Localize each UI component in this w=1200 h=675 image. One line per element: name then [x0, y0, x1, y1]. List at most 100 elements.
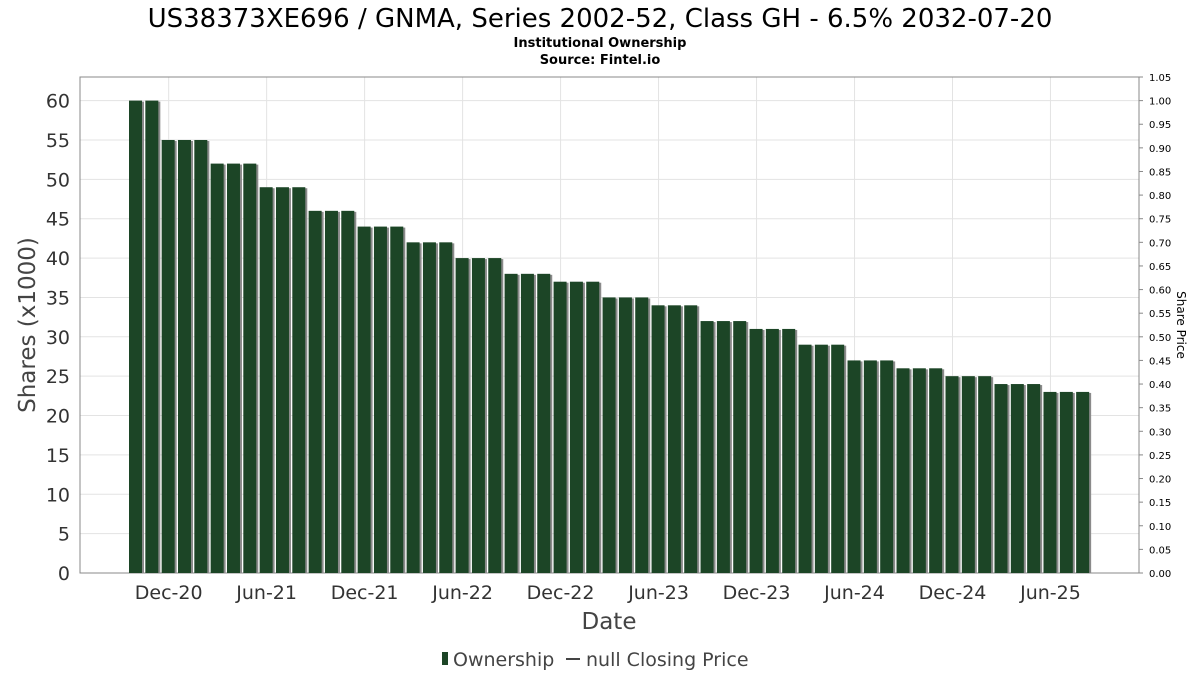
- ownership-bar: [471, 258, 485, 573]
- y2-tick-label: 0.85: [1149, 167, 1171, 178]
- x-tick-label: Jun-24: [823, 582, 885, 604]
- y2-tick-label: 0.45: [1149, 356, 1171, 367]
- y-axis-ticks: 0 5 10 15 20 25 30 35 40 45 50 55 60: [46, 91, 70, 585]
- y2-tick-label: 0.95: [1149, 120, 1171, 131]
- ownership-bar: [586, 281, 600, 573]
- y-tick-label: 10: [46, 484, 70, 506]
- x-axis-ticks: Dec-20 Jun-21 Dec-21 Jun-22 Dec-22 Jun-23 Dec-…: [135, 582, 1081, 604]
- y2-tick-label: 0.90: [1149, 144, 1171, 155]
- y2-tick-label: 0.65: [1149, 262, 1171, 273]
- y2-tick-label: 0.10: [1149, 522, 1171, 533]
- ownership-bar: [145, 100, 159, 573]
- ownership-bar: [210, 163, 224, 573]
- y-tick-label: 30: [46, 327, 70, 349]
- ownership-bar: [292, 187, 306, 573]
- ownership-bar: [324, 210, 338, 574]
- y2-tick-label: 0.05: [1149, 545, 1171, 556]
- y-axis-label: Shares (x1000): [15, 237, 41, 413]
- ownership-bar: [602, 297, 616, 573]
- y-tick-label: 50: [46, 169, 70, 191]
- ownership-bar: [537, 273, 551, 573]
- ownership-bar: [390, 226, 404, 574]
- y2-tick-label: 1.05: [1149, 73, 1171, 84]
- ownership-bar: [129, 100, 142, 573]
- ownership-bar: [716, 321, 730, 573]
- ownership-bar: [863, 360, 877, 573]
- ownership-bar: [945, 376, 959, 573]
- ownership-bar: [1076, 391, 1090, 573]
- ownership-bar: [569, 281, 583, 573]
- bars: [129, 100, 1092, 574]
- ownership-bar: [504, 273, 518, 573]
- legend-ownership-label: Ownership: [453, 649, 554, 671]
- ownership-bar: [1043, 391, 1057, 573]
- x-tick-label: Jun-25: [1019, 582, 1081, 604]
- x-tick-label: Dec-21: [331, 582, 399, 604]
- y2-tick-label: 0.15: [1149, 498, 1171, 509]
- ownership-bar: [1027, 384, 1041, 573]
- x-tick-label: Dec-22: [527, 582, 595, 604]
- ownership-bar: [782, 328, 796, 573]
- ownership-bar: [1010, 384, 1024, 573]
- ownership-bar: [357, 226, 371, 574]
- y2-tick-label: 0.50: [1149, 333, 1171, 344]
- ownership-bar: [994, 384, 1008, 573]
- x-tick-label: Dec-24: [919, 582, 987, 604]
- y2-tick-label: 0.30: [1149, 427, 1171, 438]
- y-tick-label: 25: [46, 366, 70, 388]
- x-axis-label: Date: [582, 609, 637, 635]
- chart-title: US38373XE696 / GNMA, Series 2002-52, Cla…: [148, 4, 1053, 34]
- ownership-bar: [733, 321, 747, 573]
- y2-tick-label: 1.00: [1149, 97, 1171, 108]
- legend-ownership-swatch: [442, 652, 448, 665]
- ownership-bar: [275, 187, 289, 573]
- ownership-bar: [259, 187, 273, 573]
- y-tick-label: 35: [46, 287, 70, 309]
- ownership-bar: [439, 242, 453, 574]
- ownership-bar: [700, 321, 714, 573]
- ownership-bar: [765, 328, 779, 573]
- ownership-bar: [520, 273, 534, 573]
- ownership-bar: [226, 163, 240, 573]
- x-tick-label: Jun-21: [235, 582, 297, 604]
- x-tick-label: Jun-23: [627, 582, 689, 604]
- y2-tick-label: 0.55: [1149, 309, 1171, 320]
- ownership-bar: [929, 368, 943, 573]
- y-tick-label: 45: [46, 209, 70, 231]
- y-tick-label: 0: [58, 563, 70, 585]
- ownership-bar: [912, 368, 926, 573]
- y2-axis-label: Share Price: [1174, 291, 1188, 359]
- ownership-bar: [798, 344, 812, 573]
- y2-tick-label: 0.70: [1149, 238, 1171, 249]
- ownership-bar: [553, 281, 567, 573]
- ownership-bar: [978, 376, 992, 573]
- y2-axis-ticks: 0.00 0.05 0.10 0.15 0.20 0.25 0.30 0.35 0.40 0.45…: [1139, 73, 1171, 580]
- y2-tick-label: 0.00: [1149, 569, 1171, 580]
- ownership-bar: [406, 242, 420, 574]
- legend-price-label: null Closing Price: [586, 649, 749, 671]
- y2-tick-label: 0.40: [1149, 380, 1171, 391]
- ownership-bar: [243, 163, 257, 573]
- ownership-bar: [161, 139, 175, 573]
- chart-source: Source: Fintel.io: [540, 53, 661, 68]
- y2-tick-label: 0.80: [1149, 191, 1171, 202]
- ownership-bar: [455, 258, 469, 573]
- ownership-bar: [373, 226, 387, 574]
- y-tick-label: 20: [46, 406, 70, 428]
- y-tick-label: 60: [46, 91, 70, 113]
- chart-subtitle: Institutional Ownership: [514, 36, 687, 51]
- y-tick-label: 5: [58, 524, 70, 546]
- y2-tick-label: 0.25: [1149, 451, 1171, 462]
- x-tick-label: Dec-23: [723, 582, 791, 604]
- ownership-bar: [651, 305, 665, 573]
- y2-tick-label: 0.20: [1149, 475, 1171, 486]
- ownership-bar: [488, 258, 502, 573]
- y-tick-label: 40: [46, 248, 70, 270]
- ownership-bar: [1059, 391, 1073, 573]
- ownership-bar: [961, 376, 975, 573]
- y-tick-label: 15: [46, 445, 70, 467]
- ownership-bar: [684, 305, 698, 573]
- y2-tick-label: 0.75: [1149, 215, 1171, 226]
- ownership-bar: [422, 242, 436, 574]
